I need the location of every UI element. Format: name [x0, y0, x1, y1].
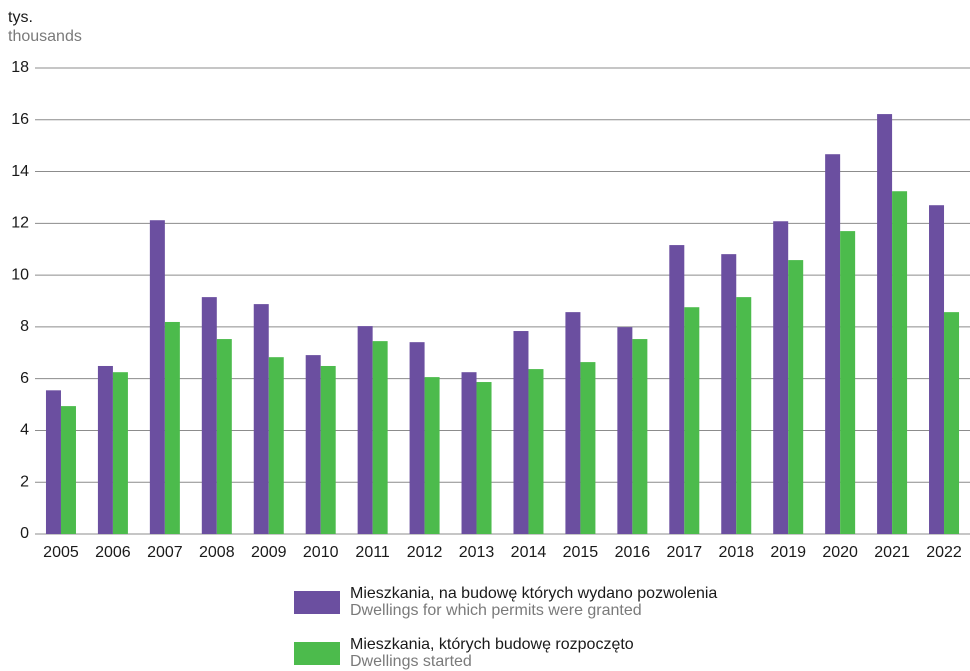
- bar: [632, 339, 648, 534]
- bar: [476, 382, 492, 534]
- bar: [149, 220, 165, 534]
- legend-label: Mieszkania, których budowę rozpoczęto: [350, 636, 634, 653]
- bar: [253, 304, 269, 534]
- legend-label-en: Dwellings started: [350, 653, 472, 670]
- bar: [424, 377, 440, 534]
- bar: [580, 362, 596, 534]
- bar: [216, 339, 232, 534]
- bar: [268, 357, 284, 534]
- x-tick-label: 2010: [303, 544, 339, 561]
- bar: [825, 154, 841, 534]
- x-tick-label: 2008: [199, 544, 235, 561]
- y-axis-label-en: thousands: [8, 28, 82, 45]
- x-tick-label: 2012: [407, 544, 443, 561]
- bar: [721, 254, 737, 534]
- bar: [45, 390, 61, 534]
- x-tick-label: 2021: [874, 544, 910, 561]
- y-tick-label: 12: [11, 215, 29, 232]
- bar: [409, 342, 425, 534]
- x-tick-label: 2013: [459, 544, 495, 561]
- x-tick-label: 2022: [926, 544, 962, 561]
- x-tick-label: 2019: [770, 544, 806, 561]
- bar: [320, 365, 336, 534]
- y-tick-label: 2: [20, 473, 29, 490]
- y-tick-label: 8: [20, 318, 29, 335]
- bar: [164, 321, 180, 534]
- bar: [305, 355, 321, 534]
- bar: [60, 406, 76, 534]
- y-axis-label: tys.: [8, 9, 33, 26]
- bar: [513, 331, 529, 534]
- y-tick-label: 10: [11, 266, 29, 283]
- y-tick-label: 14: [11, 163, 29, 180]
- x-tick-label: 2005: [43, 544, 79, 561]
- legend-swatch: [294, 591, 340, 614]
- x-tick-label: 2007: [147, 544, 183, 561]
- bar: [201, 297, 217, 534]
- legend-swatch: [294, 642, 340, 665]
- bar: [929, 205, 945, 534]
- x-tick-label: 2006: [95, 544, 131, 561]
- x-tick-label: 2020: [822, 544, 858, 561]
- y-tick-label: 18: [11, 59, 29, 76]
- bar: [684, 307, 700, 534]
- y-tick-label: 0: [20, 525, 29, 542]
- x-tick-label: 2017: [667, 544, 703, 561]
- bar: [97, 365, 113, 534]
- bar: [944, 312, 960, 534]
- x-tick-label: 2016: [615, 544, 651, 561]
- y-tick-label: 6: [20, 370, 29, 387]
- legend-label: Mieszkania, na budowę których wydano poz…: [350, 585, 717, 602]
- bar: [528, 369, 544, 534]
- y-tick-label: 16: [11, 111, 29, 128]
- x-tick-label: 2011: [355, 544, 390, 561]
- bar: [112, 372, 128, 534]
- bar: [736, 297, 752, 534]
- bar: [892, 191, 908, 534]
- bar: [372, 341, 388, 534]
- bar: [565, 312, 581, 534]
- x-tick-label: 2014: [511, 544, 547, 561]
- bar: [669, 245, 685, 534]
- bar: [357, 326, 373, 534]
- legend-label-en: Dwellings for which permits were granted: [350, 602, 642, 619]
- bar: [840, 231, 856, 534]
- bar: [461, 372, 477, 534]
- x-tick-label: 2018: [718, 544, 754, 561]
- bar: [617, 327, 633, 534]
- bar: [773, 221, 789, 535]
- bar: [788, 260, 804, 534]
- x-tick-label: 2015: [563, 544, 599, 561]
- y-tick-label: 4: [20, 422, 29, 439]
- bar: [877, 114, 893, 535]
- x-tick-label: 2009: [251, 544, 287, 561]
